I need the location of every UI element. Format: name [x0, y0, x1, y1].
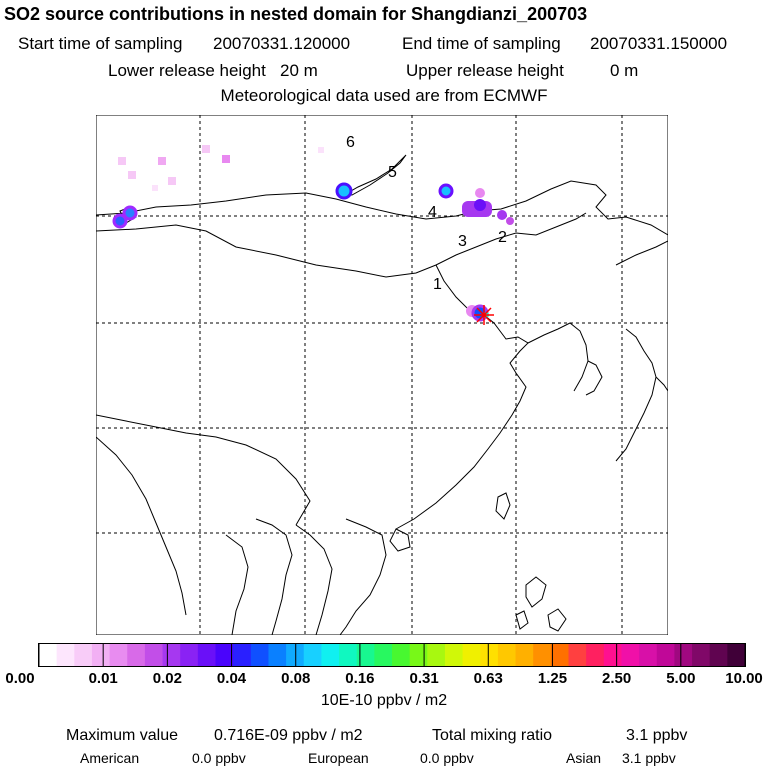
- graticule: [96, 115, 668, 635]
- color-scale-cell: [392, 644, 411, 666]
- color-scale-cell: [250, 644, 269, 666]
- total-mixing-value: 3.1 ppbv: [626, 727, 688, 744]
- start-time-value: 20070331.120000: [213, 34, 351, 53]
- color-scale-cell: [568, 644, 587, 666]
- color-scale-bar: [38, 643, 746, 667]
- color-scale-tick-label: 0.31: [409, 670, 439, 687]
- color-scale-tick-label: 1.25: [537, 670, 568, 687]
- color-scale-cell: [727, 644, 746, 666]
- lower-height-label: Lower release height: [108, 61, 266, 80]
- color-scale-cell: [427, 644, 446, 666]
- color-scale-cell: [233, 644, 252, 666]
- region-label-2: 2: [498, 229, 507, 246]
- color-scale-cell: [586, 644, 605, 666]
- total-mixing-label: Total mixing ratio: [432, 727, 553, 744]
- color-scale-cell: [515, 644, 534, 666]
- upper-height-label: Upper release height: [406, 61, 564, 80]
- color-scale-cell: [374, 644, 393, 666]
- american-label: American: [80, 750, 140, 766]
- color-scale-cell: [180, 644, 199, 666]
- european-value: 0.0 ppbv: [420, 750, 474, 766]
- start-time-label: Start time of sampling: [18, 34, 183, 53]
- color-scale-units: 10E-10 ppbv / m2: [320, 692, 448, 709]
- color-scale-cell: [162, 644, 181, 666]
- station-star-marker: [474, 305, 494, 325]
- color-scale-cell: [674, 644, 693, 666]
- concentration-map: 1 2 3 4 5 6: [96, 115, 668, 635]
- color-scale-tick-label: 0.01: [88, 670, 118, 687]
- color-scale-tick-label: 5.00: [666, 670, 696, 687]
- color-scale-cell: [480, 644, 499, 666]
- end-time-value: 20070331.150000: [590, 34, 728, 53]
- lower-height-value: 20 m: [280, 61, 318, 80]
- color-scale-cell: [321, 644, 340, 666]
- color-scale-cell: [603, 644, 622, 666]
- color-scale-cell: [356, 644, 375, 666]
- max-value: 0.716E-09 ppbv / m2: [214, 727, 363, 744]
- color-scale-cell: [339, 644, 358, 666]
- color-scale-cell: [286, 644, 305, 666]
- region-label-3: 3: [458, 233, 467, 250]
- met-data-source: Meteorological data used are from ECMWF: [220, 86, 548, 105]
- plume-cells: [112, 145, 514, 322]
- color-scale-tick-label: 0.04: [216, 670, 247, 687]
- color-scale-tick-label: 2.50: [602, 670, 632, 687]
- color-scale-cell: [692, 644, 711, 666]
- color-scale-cell: [39, 644, 58, 666]
- color-scale-cell: [533, 644, 552, 666]
- region-label-1: 1: [433, 276, 442, 293]
- color-scale-cell: [91, 644, 111, 666]
- color-scale-cell: [621, 644, 640, 666]
- color-scale-cell: [74, 644, 93, 666]
- region-label-4: 4: [428, 204, 437, 221]
- color-scale-cell: [462, 644, 481, 666]
- color-scale-tick-label: 0.08: [281, 670, 311, 687]
- color-scale-tick-label: 0.16: [345, 670, 375, 687]
- region-label-6: 6: [346, 134, 355, 151]
- color-scale-tick-label: 0.63: [473, 670, 503, 687]
- end-time-label: End time of sampling: [402, 34, 561, 53]
- color-scale-cell: [109, 644, 128, 666]
- color-scale-cell: [127, 644, 146, 666]
- color-scale-cell: [497, 644, 517, 666]
- european-label: European: [308, 750, 369, 766]
- color-scale-tick-label: 10.00: [725, 670, 763, 687]
- asian-label: Asian: [566, 750, 602, 766]
- color-scale-cell: [444, 644, 464, 666]
- color-scale-cell: [303, 644, 322, 666]
- color-scale-cell: [268, 644, 287, 666]
- color-scale-cell: [550, 644, 569, 666]
- color-scale-frame: [38, 643, 746, 667]
- color-scale-tick-label: 0.00: [5, 670, 35, 687]
- color-scale-cell: [409, 644, 428, 666]
- region-label-5: 5: [388, 164, 397, 181]
- color-scale-cell: [656, 644, 675, 666]
- color-scale-cell: [56, 644, 75, 666]
- color-scale-cell: [197, 644, 216, 666]
- color-scale-cell: [215, 644, 234, 666]
- color-scale-cell: [709, 644, 728, 666]
- upper-height-value: 0 m: [610, 61, 639, 80]
- asian-value: 3.1 ppbv: [622, 750, 676, 766]
- color-scale-cell: [639, 644, 658, 666]
- max-value-label: Maximum value: [66, 727, 179, 744]
- color-scale-tick-label: 0.02: [152, 670, 182, 687]
- map-frame: [96, 115, 668, 635]
- color-scale-cell: [144, 644, 164, 666]
- plot-title: SO2 source contributions in nested domai…: [4, 4, 588, 24]
- american-value: 0.0 ppbv: [192, 750, 246, 766]
